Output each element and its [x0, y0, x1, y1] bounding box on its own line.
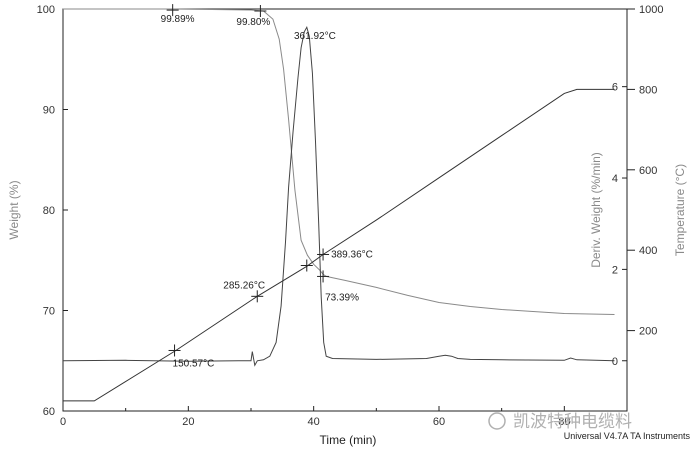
weight-tick-label: 80	[43, 205, 55, 217]
x-tick-label: 80	[558, 416, 570, 428]
deriv-tick-label: 0	[612, 356, 618, 368]
temperature-curve	[63, 88, 615, 402]
series-lines	[62, 8, 615, 402]
y-axis-title-weight: Weight (%)	[7, 180, 21, 239]
weight-tick-label: 100	[37, 4, 55, 16]
y-axis-title-temp: Temperature (°C)	[673, 164, 687, 256]
temp-tick-label: 400	[639, 245, 657, 257]
x-tick-label: 20	[182, 416, 194, 428]
deriv-tick-label: 6	[612, 82, 618, 94]
marker-label: 99.89%	[161, 14, 195, 25]
markers: 99.89% 99.80% 73.39% 150.57°C 285.26°C 389.36…	[161, 4, 373, 369]
marker-label: 99.80%	[236, 17, 270, 28]
deriv-tick-label: 2	[612, 264, 618, 276]
marker-label: 285.26°C	[223, 280, 265, 291]
marker-label: 73.39%	[325, 292, 359, 303]
temp-tick-label: 200	[639, 326, 657, 338]
temp-tick-label: 800	[639, 84, 657, 96]
x-axis-title: Time (min)	[320, 433, 377, 447]
weight-tick-label: 60	[43, 406, 55, 418]
weight-curve	[63, 8, 615, 315]
marker-label: 150.57°C	[173, 358, 215, 369]
peak-temperature-label: 361.92°C	[294, 31, 336, 42]
x-tick-label: 60	[433, 416, 445, 428]
deriv-tick-label: 4	[612, 173, 618, 185]
instrument-footer: Universal V4.7A TA Instruments	[564, 431, 691, 441]
x-tick-label: 40	[308, 416, 320, 428]
y-axis-title-deriv: Deriv. Weight (%/min)	[589, 152, 603, 268]
plot-frame	[62, 8, 628, 412]
marker-label: 389.36°C	[331, 249, 373, 260]
axis-ticks	[62, 8, 635, 412]
watermark: 凯波特种电缆料	[488, 412, 632, 432]
watermark-text: 凯波特种电缆料	[513, 412, 632, 432]
weight-tick-label: 70	[43, 306, 55, 318]
deriv-weight-curve	[62, 25, 615, 367]
temp-tick-label: 1000	[639, 4, 663, 16]
weight-tick-label: 90	[43, 105, 55, 117]
temp-tick-label: 600	[639, 165, 657, 177]
x-tick-label: 0	[60, 416, 66, 428]
wechat-icon	[488, 412, 506, 430]
